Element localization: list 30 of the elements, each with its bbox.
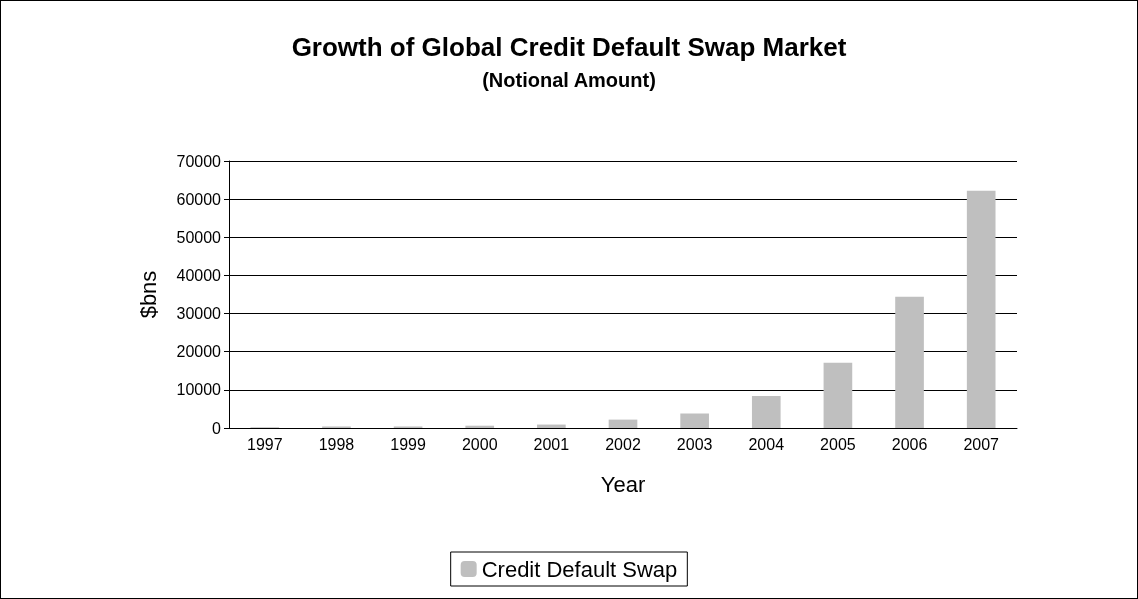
legend-label: Credit Default Swap <box>481 556 678 582</box>
y-tick-label: 0 <box>212 419 222 437</box>
x-tick-label: 2005 <box>820 435 856 453</box>
bar <box>966 190 996 428</box>
x-tick-label: 2003 <box>676 435 713 453</box>
bar <box>680 413 709 428</box>
x-tick-label: 1997 <box>247 435 283 453</box>
y-tick-label: 60000 <box>176 190 222 208</box>
x-tick-label: 1998 <box>318 435 355 453</box>
bar <box>823 362 853 428</box>
x-tick-label: 2004 <box>748 435 785 453</box>
y-tick-label: 40000 <box>176 266 222 284</box>
y-tick-label: 20000 <box>176 343 222 361</box>
bar <box>895 296 924 428</box>
y-tick-label: 10000 <box>176 381 222 399</box>
chart-title: Growth of Global Credit Default Swap Market <box>291 32 847 62</box>
y-tick-label: 50000 <box>176 228 222 246</box>
x-tick-label: 1999 <box>390 435 426 453</box>
x-tick-label: 2006 <box>891 435 928 453</box>
y-tick-label: 30000 <box>176 305 222 323</box>
chart-subtitle: (Notional Amount) <box>482 69 656 91</box>
x-tick-label: 2000 <box>461 435 498 453</box>
bar <box>608 419 638 428</box>
x-axis-title: Year <box>600 471 646 497</box>
x-tick-label: 2002 <box>605 435 641 453</box>
x-tick-label: 2001 <box>533 435 570 453</box>
x-tick-label: 2007 <box>963 435 1000 453</box>
bar <box>751 395 781 428</box>
y-axis-title: $bns <box>135 270 161 319</box>
y-tick-label: 70000 <box>176 152 222 170</box>
